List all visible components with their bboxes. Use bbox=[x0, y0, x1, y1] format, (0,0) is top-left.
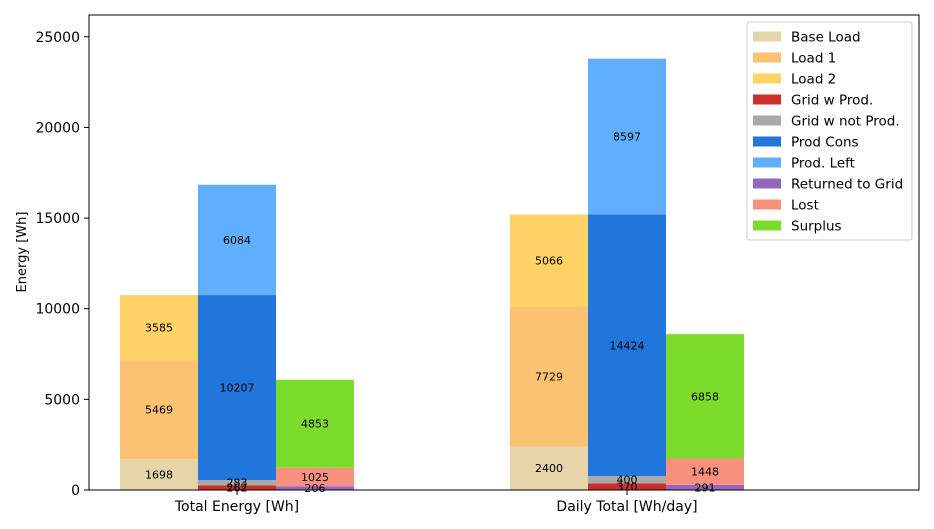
data-label-returned-to-grid-0: 206 bbox=[305, 482, 326, 495]
data-label-grid-w-not-prod-1: 400 bbox=[617, 474, 638, 487]
bar-prod-cons-1 bbox=[588, 214, 666, 477]
data-label-load-1-1: 7729 bbox=[535, 370, 563, 383]
bar-prod-cons-0 bbox=[198, 295, 276, 481]
data-label-base-load-0: 1698 bbox=[145, 469, 173, 482]
legend-swatch-surplus bbox=[753, 220, 781, 231]
bar-prod-left-0 bbox=[198, 184, 276, 296]
data-label-surplus-1: 6858 bbox=[691, 390, 719, 403]
bar-surplus-1 bbox=[666, 334, 744, 459]
y-tick-label: 0 bbox=[71, 483, 80, 499]
data-label-prod-left-1: 8597 bbox=[613, 131, 641, 144]
bar-grid-w-not-prod-1 bbox=[588, 476, 666, 484]
legend-swatch-base-load bbox=[753, 31, 781, 42]
x-tick-label: Total Energy [Wh] bbox=[174, 499, 299, 515]
legend-swatch-prod-cons bbox=[753, 136, 781, 147]
bar-prod-left-1 bbox=[588, 58, 666, 215]
y-tick-label: 10000 bbox=[35, 302, 80, 318]
legend-label-grid-w-not-prod: Grid w not Prod. bbox=[791, 114, 900, 130]
data-label-grid-w-prod-0: 262 bbox=[227, 482, 248, 495]
y-tick-label: 15000 bbox=[35, 211, 80, 227]
bar-grid-w-prod-0 bbox=[198, 485, 276, 490]
legend-swatch-load-1 bbox=[753, 52, 781, 63]
legend-swatch-prod-left bbox=[753, 157, 781, 168]
data-label-lost-0: 1025 bbox=[301, 471, 329, 484]
bar-grid-w-not-prod-0 bbox=[198, 480, 276, 486]
legend-label-returned-to-grid: Returned to Grid bbox=[791, 177, 903, 193]
y-tick-label: 5000 bbox=[44, 392, 80, 408]
bar-base-load-0 bbox=[120, 459, 198, 490]
legend-label-surplus: Surplus bbox=[791, 219, 842, 235]
plot-frame bbox=[88, 14, 920, 491]
bar-returned-to-grid-1 bbox=[666, 484, 744, 490]
y-tick-label: 25000 bbox=[35, 30, 80, 46]
data-label-grid-w-not-prod-0: 283 bbox=[227, 477, 248, 490]
data-label-prod-cons-1: 14424 bbox=[610, 339, 645, 352]
legend-label-load-2: Load 2 bbox=[791, 72, 836, 88]
data-label-surplus-0: 4853 bbox=[301, 418, 329, 431]
legend-swatch-grid-w-prod bbox=[753, 94, 781, 105]
legend-label-lost: Lost bbox=[791, 198, 819, 214]
data-label-load-2-1: 5066 bbox=[535, 254, 563, 267]
legend-label-prod-cons: Prod Cons bbox=[791, 135, 859, 151]
y-axis: 0 5000 10000 15000 20000 25000 bbox=[35, 30, 89, 499]
bar-surplus-0 bbox=[276, 379, 354, 468]
bar-returned-to-grid-0 bbox=[276, 486, 354, 490]
x-tick-label: Daily Total [Wh/day] bbox=[556, 499, 697, 515]
bar-load-1-0 bbox=[120, 360, 198, 460]
legend: Base Load Load 1 Load 2 Grid w Prod. Grid w … bbox=[746, 21, 913, 241]
legend-swatch-grid-w-not-prod bbox=[753, 115, 781, 126]
legend-swatch-lost bbox=[753, 199, 781, 210]
bar-load-1-1 bbox=[510, 306, 588, 447]
data-label-base-load-1: 2400 bbox=[535, 462, 563, 475]
legend-label-grid-w-prod: Grid w Prod. bbox=[791, 93, 873, 109]
data-label-prod-left-0: 6084 bbox=[223, 234, 251, 247]
legend-box bbox=[746, 21, 913, 241]
data-label-load-2-0: 3585 bbox=[145, 322, 173, 335]
legend-label-load-1: Load 1 bbox=[791, 51, 836, 67]
data-label-load-1-0: 5469 bbox=[145, 404, 173, 417]
legend-label-prod-left: Prod. Left bbox=[791, 156, 855, 172]
bar-base-load-1 bbox=[510, 446, 588, 490]
data-label-prod-cons-0: 10207 bbox=[220, 382, 255, 395]
x-axis: Total Energy [Wh] Daily Total [Wh/day] bbox=[174, 490, 698, 515]
data-label-returned-to-grid-1: 291 bbox=[695, 481, 716, 494]
bar-load-2-1 bbox=[510, 214, 588, 307]
bar-lost-0 bbox=[276, 467, 354, 487]
bar-grid-w-prod-1 bbox=[588, 483, 666, 490]
legend-label-base-load: Base Load bbox=[791, 30, 861, 46]
bar-lost-1 bbox=[666, 458, 744, 485]
legend-swatch-load-2 bbox=[753, 73, 781, 84]
bars-layer bbox=[120, 58, 744, 490]
legend-swatch-returned-to-grid bbox=[753, 178, 781, 189]
y-axis-title: Energy [Wh] bbox=[15, 212, 30, 293]
data-label-lost-1: 1448 bbox=[691, 466, 719, 479]
y-tick-label: 20000 bbox=[35, 120, 80, 136]
bar-load-2-0 bbox=[120, 295, 198, 361]
